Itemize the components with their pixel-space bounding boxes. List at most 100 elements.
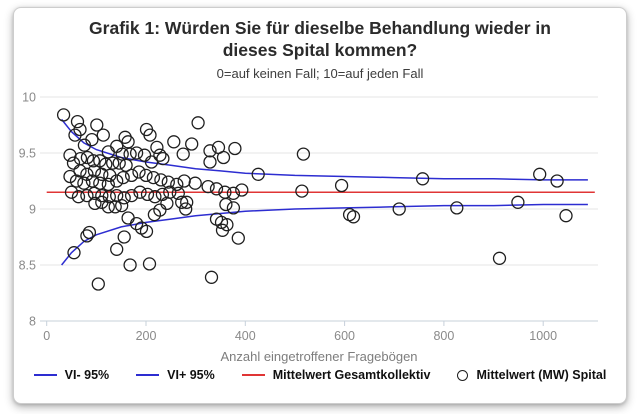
data-point-circle <box>95 167 109 181</box>
x-tick-label: 1000 <box>529 329 557 343</box>
x-tick-label: 400 <box>235 329 256 343</box>
data-point-circle <box>137 148 152 162</box>
data-point-circle <box>121 211 135 225</box>
data-point-circle <box>216 150 231 165</box>
legend-line-swatch <box>241 374 265 376</box>
data-point-circle <box>167 135 181 149</box>
y-tick-label: 9.5 <box>19 147 36 161</box>
x-axis-title: Anzahl eingetroffener Fragebögen <box>220 349 417 364</box>
data-point-circle <box>180 195 194 209</box>
data-point-circle <box>185 137 199 151</box>
data-point-circle <box>511 195 525 209</box>
data-point-circle <box>88 196 102 211</box>
data-point-circle <box>171 186 185 200</box>
data-point-circle <box>110 174 124 188</box>
data-point-circle <box>219 197 233 212</box>
data-point-circle <box>101 145 115 159</box>
data-point-circle <box>132 165 146 179</box>
data-point-circle <box>115 198 129 213</box>
data-point-circle <box>71 190 86 204</box>
data-point-circle <box>533 167 547 181</box>
y-tick-label: 9 <box>29 203 36 217</box>
data-point-circle <box>188 176 202 190</box>
data-point-circle <box>161 175 175 189</box>
data-point-circle <box>129 146 144 160</box>
data-point-circle <box>156 151 170 166</box>
data-point-circle <box>86 154 101 168</box>
data-point-circle <box>106 156 120 170</box>
data-point-circle <box>177 174 191 188</box>
x-tick-label: 600 <box>334 329 355 343</box>
data-point-circle <box>93 176 107 190</box>
x-tick-label: 0 <box>43 329 50 343</box>
data-point-circle <box>170 177 184 192</box>
data-point-circle <box>146 170 161 185</box>
data-point-circle <box>101 200 115 214</box>
data-point-circle <box>251 167 265 181</box>
legend-label: Mittelwert Gesamtkollektiv <box>272 368 431 382</box>
data-point-circle <box>140 187 155 202</box>
data-point-circle <box>153 148 167 162</box>
x-tick-label: 800 <box>433 329 454 343</box>
chart-plot-area: 10 9.5 9 8.5 80 200 400 600 800 1000 Anzahl einget… <box>19 91 598 364</box>
data-point-circle <box>201 179 215 194</box>
data-point-circle <box>56 108 71 122</box>
legend-item: VI+ 95% <box>136 368 215 382</box>
data-point-circle <box>80 229 94 243</box>
data-point-circle <box>492 251 507 265</box>
data-point-circle <box>160 196 174 211</box>
data-point-circle <box>148 190 162 204</box>
data-point-circle <box>110 242 124 256</box>
scatter-points <box>56 108 573 291</box>
data-point-circle <box>112 156 126 170</box>
data-point-circle <box>139 224 154 239</box>
data-point-circle <box>124 188 139 203</box>
chart-card: Grafik 1: Würden Sie für dieselbe Behand… <box>13 7 627 404</box>
data-point-circle <box>116 170 130 185</box>
data-point-circle <box>215 223 230 237</box>
data-point-circle <box>95 195 109 209</box>
legend-line-swatch <box>33 374 57 376</box>
data-point-circle <box>87 186 102 200</box>
data-point-circle <box>77 138 92 152</box>
legend-label: Mittelwert (MW) Spital <box>476 368 607 382</box>
data-point-circle <box>69 174 84 188</box>
data-point-circle <box>295 184 309 198</box>
data-point-circle <box>231 231 245 245</box>
data-point-circle <box>147 207 162 222</box>
data-point-circle <box>70 114 85 129</box>
data-point-circle <box>87 164 102 178</box>
data-point-circle <box>96 128 110 142</box>
data-point-circle <box>80 188 94 203</box>
data-point-circle <box>95 188 109 203</box>
data-point-circle <box>64 185 79 199</box>
legend-label: VI- 95% <box>64 368 110 382</box>
data-point-circle <box>415 172 430 186</box>
data-point-circle <box>143 128 157 142</box>
data-point-circle <box>108 200 122 214</box>
data-point-circle <box>179 202 193 216</box>
chart-subtitle: 0=auf keinen Fall; 10=auf jeden Fall <box>216 66 424 81</box>
data-point-circle <box>450 201 464 215</box>
data-point-circle <box>117 230 131 244</box>
data-point-circle <box>142 257 157 271</box>
data-point-circle <box>154 173 168 187</box>
data-point-circle <box>209 182 224 196</box>
data-point-circle <box>226 201 241 215</box>
legend-item: Mittelwert (MW) Spital <box>457 368 606 382</box>
y-tick-label: 10 <box>22 91 36 105</box>
data-point-circle <box>559 209 573 223</box>
data-point-circle <box>123 258 137 272</box>
chart-title: Grafik 1: Würden Sie für dieselbe Behand… <box>89 18 551 60</box>
data-point-circle <box>226 186 241 200</box>
y-tick-label: 8.5 <box>19 259 36 273</box>
data-point-circle <box>550 174 564 188</box>
ci-lower-line <box>61 203 588 266</box>
legend-circle-swatch <box>457 369 469 381</box>
data-point-circle <box>150 140 164 155</box>
data-point-circle <box>90 118 104 132</box>
data-point-circle <box>129 216 144 231</box>
data-point-circle <box>176 147 190 161</box>
data-point-circle <box>334 178 349 193</box>
y-tick-label: 8 <box>29 315 36 329</box>
